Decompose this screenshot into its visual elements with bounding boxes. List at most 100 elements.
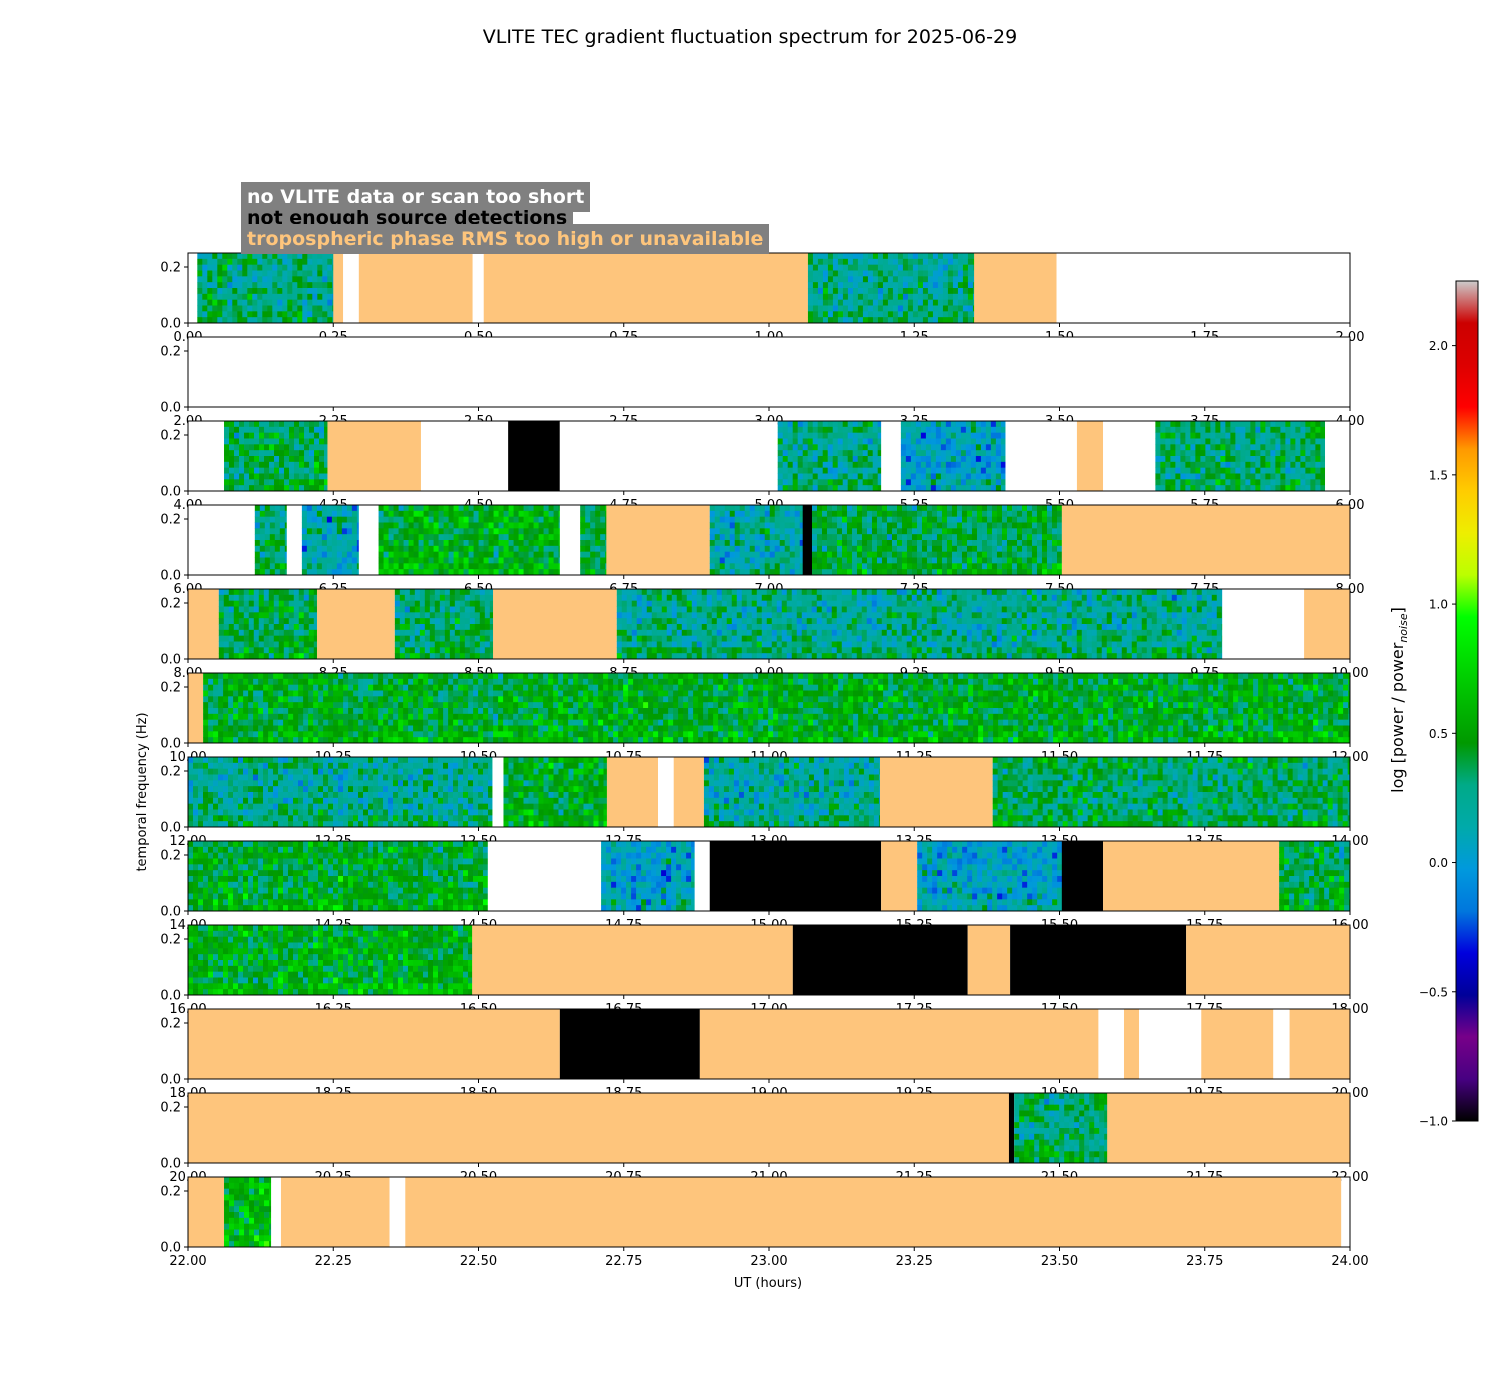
spectrum-cell [955,473,962,480]
spectrum-cell [759,505,766,512]
spectrum-cell [254,444,260,451]
spectrum-cell [681,612,688,619]
spectrum-cell [976,510,983,518]
spectrum-cell [322,282,328,289]
spectrum-cell [872,288,879,295]
spectrum-cell [1215,473,1221,480]
spectrum-cell [985,444,992,451]
spectrum-cell [877,479,882,486]
spectrum-cell [797,473,804,480]
spectrum-cell [312,276,318,283]
spectrum-cell [821,516,828,523]
spectrum-cell [404,629,411,637]
spectrum-cell [309,432,315,439]
spectrum-cell [867,473,874,480]
spectrum-cell [846,635,853,642]
spectrum-cell [306,516,313,523]
spectrum-cell [975,421,982,428]
spectrum-cell [946,600,953,607]
spectrum-cell [920,444,927,451]
spectrum-cell [239,479,245,486]
spectrum-cell [474,618,481,625]
spectrum-cell [1021,563,1028,570]
spectrum-cell [871,505,878,512]
spectrum-cell [1011,505,1018,512]
spectrum-cell [1046,545,1053,553]
spectrum-cell [273,641,280,648]
spectrum-cell [892,264,899,271]
spectrum-cell [886,540,893,547]
spectrum-cell [802,444,809,451]
spectrum-cell [1280,421,1286,428]
spectrum-cell [832,421,839,428]
spectrum-cell [817,438,824,445]
spectrum-cell [816,534,823,541]
spectrum-cell [932,282,939,289]
spectrum-cell [952,253,959,260]
spectrum-cell [590,522,596,529]
spectrum-cell [876,589,883,596]
spectrum-cell [626,624,633,631]
spectrum-cell [269,522,276,529]
spectrum-cell [906,629,913,637]
spectrum-cell [508,557,514,564]
spectrum-cell [641,641,648,648]
spectrum-cell [891,594,898,602]
spectrum-cell [616,589,623,596]
spectrum-cell [284,516,288,523]
spectrum-cell [951,569,958,576]
spectrum-cell [254,551,261,558]
spectrum-cell [754,545,761,553]
spectrum-cell [458,551,464,558]
spectrum-cell [877,456,882,463]
spectrum-cell [307,299,313,306]
spectrum-cell [493,563,499,570]
spectrum-cell [1190,485,1196,492]
spectrum-cell [284,473,290,480]
spectrum-cell [876,629,883,637]
spectrum-cell [651,589,658,596]
spectrum-cell [806,624,813,631]
spectrum-cell [1056,528,1063,535]
spectrum-cell [1170,456,1176,463]
spectrum-cell [233,612,240,619]
spectrum-cell [972,299,975,306]
spectrum-cell [912,317,919,324]
spectrum-cell [418,545,424,553]
spectrum-cell [847,467,854,474]
spectrum-cell [921,624,928,631]
spectrum-cell [1000,432,1006,439]
spectrum-cell [321,505,328,512]
spectrum-cell [986,534,993,541]
spectrum-cell [901,516,908,523]
spectrum-cell [408,528,414,535]
spectrum-cell [701,641,708,648]
spectrum-cell [764,510,771,518]
spectrum-cell [877,282,884,289]
spectrum-cell [812,438,819,445]
spectrum-cell [414,606,421,613]
spectrum-cell [424,589,431,596]
spectrum-cell [766,653,773,660]
spectrum-cell [965,444,972,451]
spectrum-cell [867,467,874,474]
spectrum-cell [413,563,419,570]
spectrum-cell [856,594,863,602]
spectrum-cell [249,421,255,428]
spectrum-cell [399,600,406,607]
spectrum-cell [636,647,643,654]
spectrum-cell [751,647,758,654]
spectrum-cell [816,563,823,570]
segment-nodata [358,505,379,575]
spectrum-cell [920,426,927,434]
spectrum-cell [641,624,648,631]
spectrum-cell [302,288,308,295]
spectrum-cell [218,624,225,631]
spectrum-cell [468,528,474,535]
spectrum-cell [821,563,828,570]
spectrum-cell [816,522,823,529]
spectrum-cell [962,311,969,318]
spectrum-cell [827,282,834,289]
spectrum-cell [413,540,419,547]
spectrum-cell [1205,421,1211,428]
